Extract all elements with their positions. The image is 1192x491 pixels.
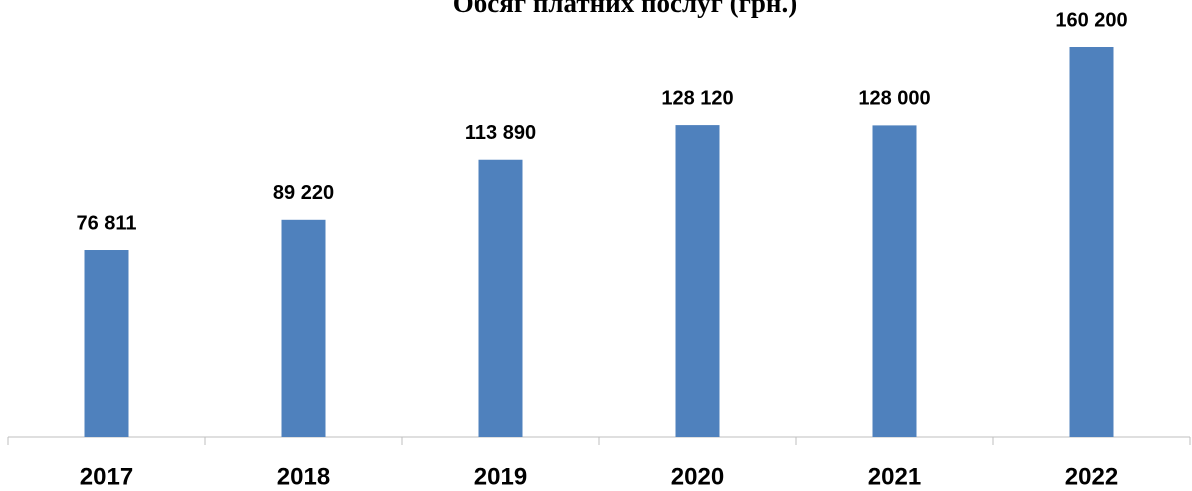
x-tick-label: 2017 (80, 463, 133, 490)
bar (84, 250, 129, 437)
data-label: 89 220 (273, 182, 334, 204)
x-tick-label: 2021 (868, 463, 921, 490)
x-tick-label: 2022 (1065, 463, 1118, 490)
data-label: 160 200 (1055, 9, 1127, 31)
x-tick-label: 2019 (474, 463, 527, 490)
data-label: 76 811 (76, 212, 136, 234)
bar (872, 125, 917, 437)
bar (675, 125, 720, 437)
bar (1069, 47, 1114, 437)
chart-title: Обсяг платних послуг (грн.) (453, 0, 798, 18)
bar (478, 159, 523, 438)
data-label: 128 120 (661, 87, 733, 109)
x-tick-label: 2018 (277, 463, 330, 490)
data-label: 128 000 (858, 88, 930, 110)
x-tick-label: 2020 (671, 463, 724, 490)
data-label: 113 890 (465, 122, 536, 144)
bar (281, 219, 326, 437)
